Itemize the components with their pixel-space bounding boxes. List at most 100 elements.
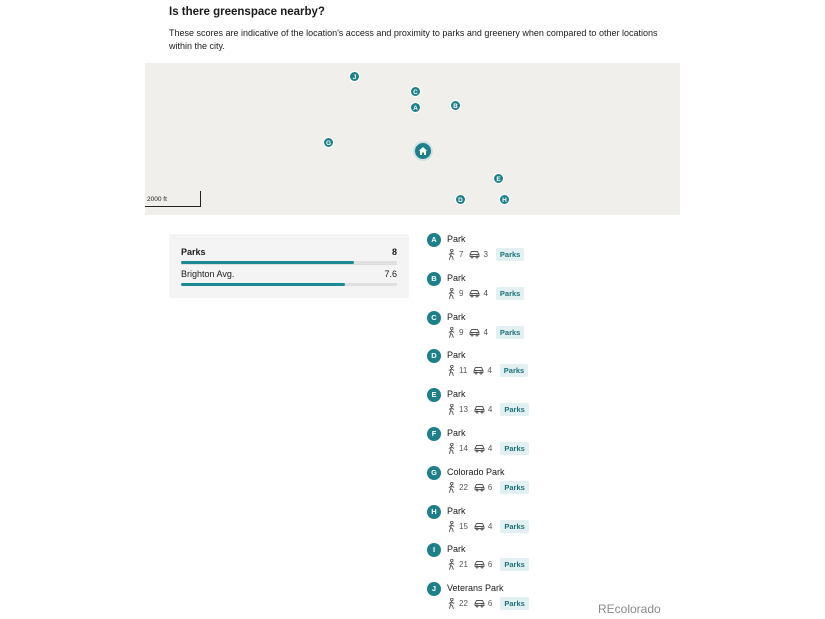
drive-time: 3 xyxy=(483,250,488,259)
park-category-tag: Parks xyxy=(499,364,529,378)
park-item[interactable]: H Park 15 4 Parks xyxy=(427,504,627,541)
watermark: REcolorado xyxy=(598,602,661,616)
section-description: These scores are indicative of the locat… xyxy=(169,28,658,51)
park-name: Park xyxy=(447,428,466,438)
parks-score-value: 8 xyxy=(391,247,397,257)
park-category-tag: Parks xyxy=(500,442,529,455)
city-average-bar xyxy=(181,283,397,286)
car-icon xyxy=(474,600,485,608)
map-scale-bar: 2000 ft xyxy=(145,191,201,207)
park-travel-times: 14 4 Parks xyxy=(447,442,529,455)
walk-icon xyxy=(448,481,455,493)
park-letter-badge: A xyxy=(427,233,441,247)
park-travel-times: 21 6 Parks xyxy=(447,558,529,572)
car-icon xyxy=(470,251,480,259)
drive-time: 6 xyxy=(487,482,493,492)
car-icon xyxy=(474,561,485,569)
walk-time: 22 xyxy=(459,599,468,609)
park-travel-times: 11 4 Parks xyxy=(447,364,529,378)
park-travel-times: 13 4 Parks xyxy=(447,403,529,417)
home-marker[interactable] xyxy=(413,141,433,161)
park-item[interactable]: B Park 9 4 Parks xyxy=(427,271,627,308)
walk-icon xyxy=(448,249,455,260)
walk-time: 22 xyxy=(459,482,468,492)
park-name: Park xyxy=(447,544,466,555)
park-category-tag: Parks xyxy=(500,558,529,572)
section-title: Is there greenspace nearby? xyxy=(169,6,325,18)
park-category-tag: Parks xyxy=(500,597,529,611)
park-letter-badge: F xyxy=(427,427,441,441)
park-category-tag: Parks xyxy=(495,325,525,339)
park-item[interactable]: C Park 9 4 Parks xyxy=(427,310,627,347)
walk-icon xyxy=(448,598,455,610)
park-category-tag: Parks xyxy=(500,519,529,533)
park-item[interactable]: E Park 13 4 Parks xyxy=(427,388,627,424)
park-travel-times: 15 4 Parks xyxy=(447,519,529,533)
drive-time: 4 xyxy=(487,405,493,415)
city-average-value: 7.6 xyxy=(384,269,397,279)
walk-time: 13 xyxy=(459,405,468,415)
greenspace-map[interactable]: J C A B G E D H 2000 ft xyxy=(145,63,680,215)
map-marker-a[interactable]: A xyxy=(410,102,421,113)
walk-icon xyxy=(448,404,455,416)
city-average-label: Brighton Avg. xyxy=(181,269,235,279)
park-name: Park xyxy=(447,234,466,244)
park-name: Park xyxy=(447,272,466,283)
park-letter-badge: D xyxy=(427,349,441,364)
map-marker-b[interactable]: B xyxy=(450,100,461,111)
park-letter-badge: C xyxy=(427,310,441,325)
car-icon xyxy=(470,328,480,337)
drive-time: 4 xyxy=(483,288,488,298)
drive-time: 6 xyxy=(487,560,493,570)
walk-time: 11 xyxy=(459,366,468,376)
car-icon xyxy=(474,483,485,492)
park-travel-times: 22 6 Parks xyxy=(447,597,529,611)
drive-time: 4 xyxy=(483,327,488,337)
map-marker-c[interactable]: C xyxy=(410,86,421,97)
walk-icon xyxy=(448,520,455,532)
walk-time: 9 xyxy=(459,327,464,337)
park-travel-times: 9 4 Parks xyxy=(447,286,525,300)
walk-icon xyxy=(448,287,455,299)
walk-time: 14 xyxy=(459,444,468,453)
park-item[interactable]: G Colorado Park 22 6 Parks xyxy=(427,465,627,502)
park-travel-times: 9 4 Parks xyxy=(447,325,525,339)
park-item[interactable]: D Park 11 4 Parks xyxy=(427,349,627,385)
drive-time: 4 xyxy=(487,444,493,453)
car-icon xyxy=(474,445,485,453)
parks-score-label: Parks xyxy=(181,247,206,257)
park-item[interactable]: F Park 14 4 Parks xyxy=(427,427,627,463)
walk-icon xyxy=(448,365,455,377)
greenspace-score-card: Parks 8 Brighton Avg. 7.6 xyxy=(169,234,409,298)
drive-time: 6 xyxy=(487,599,493,609)
park-item[interactable]: J Veterans Park 22 6 Parks xyxy=(427,582,627,618)
park-item[interactable]: A Park 7 3 Parks xyxy=(427,233,627,269)
walk-icon xyxy=(448,443,455,454)
walk-time: 15 xyxy=(459,521,468,531)
map-marker-g[interactable]: G xyxy=(323,137,334,148)
walk-time: 21 xyxy=(459,560,468,570)
map-marker-e[interactable]: E xyxy=(493,173,504,184)
park-category-tag: Parks xyxy=(495,286,525,300)
park-letter-badge: J xyxy=(427,582,441,597)
park-travel-times: 22 6 Parks xyxy=(447,480,529,494)
walk-time: 9 xyxy=(459,288,464,298)
map-scale-label: 2000 ft xyxy=(147,196,167,203)
park-name: Park xyxy=(447,350,466,361)
drive-time: 4 xyxy=(487,366,492,376)
car-icon xyxy=(473,367,484,375)
park-travel-times: 7 3 Parks xyxy=(447,248,525,261)
car-icon xyxy=(470,289,480,298)
park-letter-badge: H xyxy=(427,504,441,519)
parks-score-bar xyxy=(181,261,397,264)
park-name: Park xyxy=(447,389,466,400)
park-item[interactable]: I Park 21 6 Parks xyxy=(427,543,627,579)
park-name: Veterans Park xyxy=(447,583,504,594)
map-marker-d[interactable]: D xyxy=(455,194,466,205)
car-icon xyxy=(474,406,485,414)
map-marker-h[interactable]: H xyxy=(499,194,510,205)
city-average-bar-fill xyxy=(181,283,346,286)
park-category-tag: Parks xyxy=(500,403,529,417)
map-marker-j[interactable]: J xyxy=(349,71,360,82)
car-icon xyxy=(474,522,485,531)
